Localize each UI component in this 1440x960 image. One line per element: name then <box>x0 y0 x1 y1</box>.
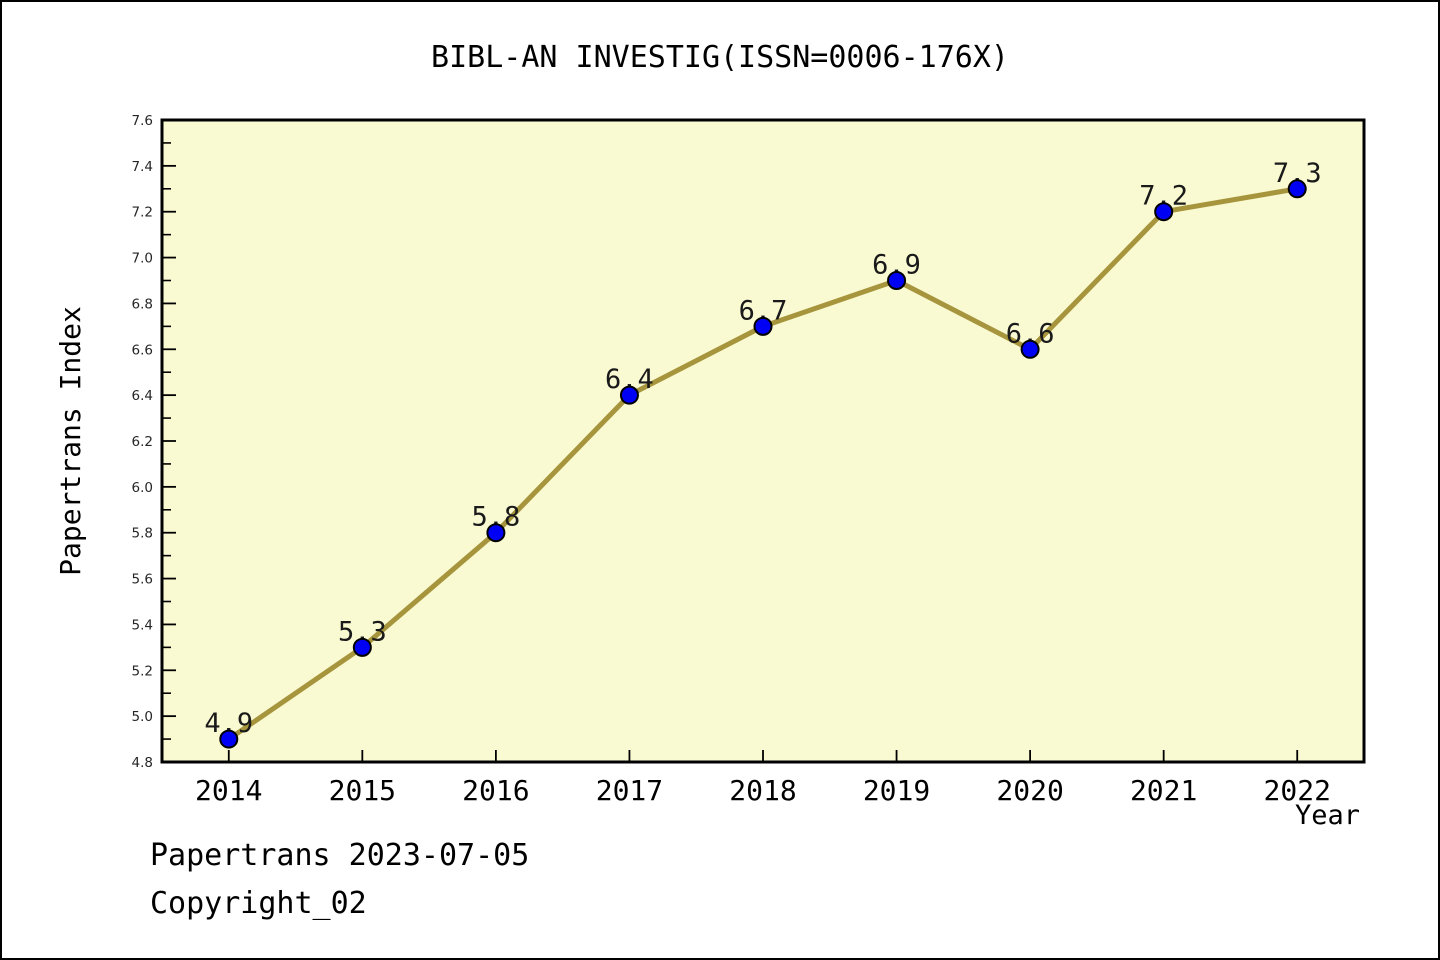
y-tick-label: 4.8 <box>132 755 153 771</box>
y-tick-label: 7.2 <box>132 205 153 221</box>
footer-date: Papertrans 2023-07-05 <box>150 838 530 873</box>
x-tick-label: 2020 <box>996 774 1063 807</box>
y-tick-label: 5.0 <box>132 709 153 725</box>
data-point <box>887 271 907 290</box>
x-axis-label: Year <box>1295 800 1360 831</box>
x-tick-label: 2019 <box>863 774 930 807</box>
x-tick-label: 2015 <box>329 774 396 807</box>
y-tick-label: 7.0 <box>132 251 153 267</box>
y-tick-label: 5.2 <box>132 663 153 679</box>
data-point <box>486 523 506 543</box>
data-point <box>1020 339 1040 359</box>
x-tick-label: 2018 <box>729 774 796 807</box>
data-point <box>619 385 639 405</box>
data-point <box>352 637 372 657</box>
y-axis-label: Papertrans Index <box>54 306 87 576</box>
data-point <box>1287 179 1307 199</box>
y-tick-label: 5.8 <box>132 526 153 542</box>
y-tick-label: 7.6 <box>132 113 153 129</box>
data-point <box>219 729 239 749</box>
x-tick-label: 2014 <box>195 774 262 807</box>
data-point <box>753 316 773 336</box>
x-tick-label: 2022 <box>1264 774 1331 807</box>
y-tick-label: 5.4 <box>132 617 153 633</box>
x-tick-label: 2021 <box>1130 774 1197 807</box>
y-tick-label: 7.4 <box>132 159 153 175</box>
y-tick-label: 6.6 <box>132 342 153 358</box>
footer-copyright: Copyright_02 <box>150 886 367 921</box>
x-tick-label: 2017 <box>596 774 663 807</box>
y-tick-label: 6.4 <box>132 388 153 404</box>
x-tick-label: 2016 <box>462 774 529 807</box>
chart-title: BIBL-AN INVESTIG(ISSN=0006-176X) <box>431 40 1009 75</box>
y-tick-label: 6.8 <box>132 296 153 312</box>
plot-area <box>160 118 1366 764</box>
y-tick-label: 5.6 <box>132 572 153 588</box>
y-tick-label: 6.2 <box>132 434 153 450</box>
y-tick-label: 6.0 <box>132 480 153 496</box>
data-point <box>1154 202 1174 222</box>
